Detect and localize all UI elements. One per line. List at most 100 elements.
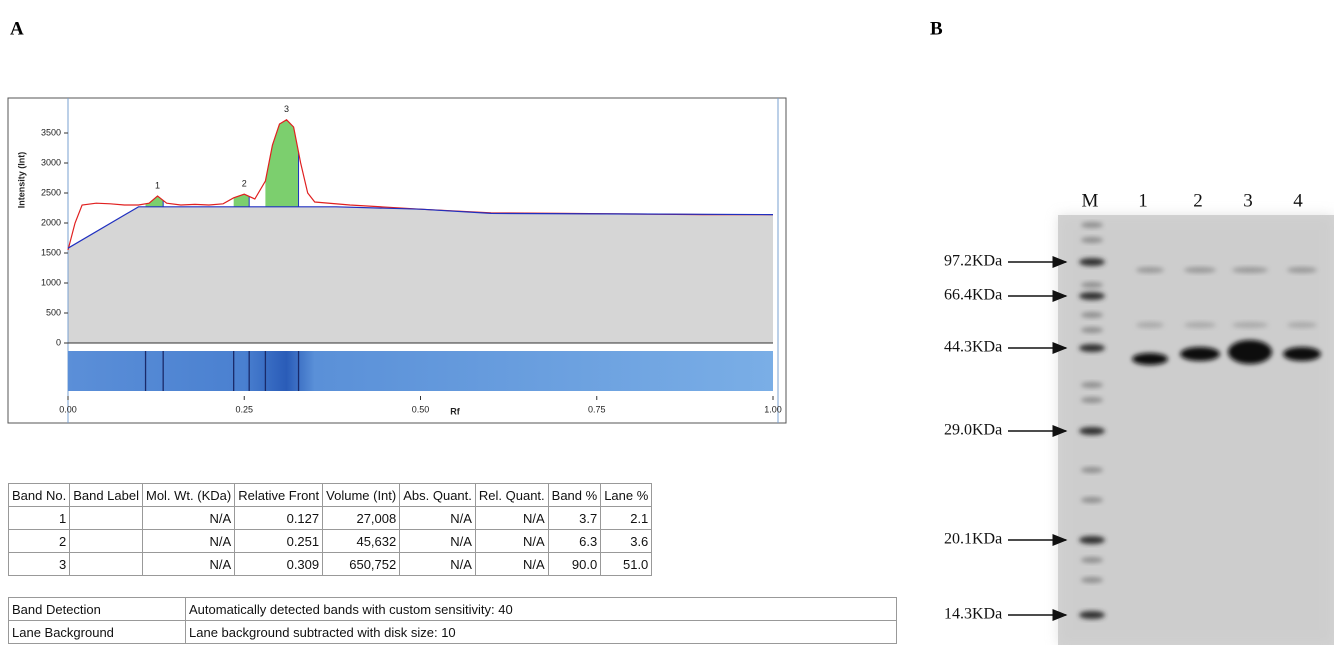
protein-band: [1228, 340, 1272, 364]
peak-area: [145, 196, 164, 207]
cell: 3.7: [547, 506, 602, 530]
protein-band: [1283, 347, 1321, 361]
background-area: [68, 206, 773, 343]
header-cell: Relative Front: [234, 483, 324, 507]
ladder-smear: [1081, 282, 1103, 288]
faint-band: [1287, 267, 1317, 273]
faint-band: [1232, 267, 1268, 273]
cell: Band Detection: [8, 597, 186, 621]
cell: N/A: [399, 552, 476, 576]
cell: 3: [7, 552, 71, 576]
cell: N/A: [399, 506, 476, 530]
marker-label: 44.3KDa: [944, 339, 1002, 356]
cell: N/A: [141, 529, 236, 553]
ladder-smear: [1081, 557, 1103, 563]
lane-label: M: [1082, 190, 1099, 211]
cell: [69, 552, 143, 576]
faint-band: [1136, 322, 1164, 328]
y-tick-label: 1500: [41, 247, 61, 257]
x-tick-label: 0.75: [588, 404, 606, 414]
settings-table: Band Detection Automatically detected ban…: [8, 597, 897, 644]
peak-label: 2: [242, 179, 247, 189]
peak-area: [233, 194, 250, 207]
faint-band: [1184, 322, 1216, 328]
row: 2 N/A 0.251 45,632 N/A N/A 6.3 3.6: [7, 529, 653, 553]
ladder-smear: [1081, 312, 1103, 318]
x-tick-label: 0.25: [235, 404, 253, 414]
cell: N/A: [474, 552, 549, 576]
header-cell: Band Label: [69, 483, 143, 507]
marker-label: 20.1KDa: [944, 531, 1002, 548]
ladder-smear: [1081, 382, 1103, 388]
y-tick-label: 2500: [41, 187, 61, 197]
x-tick-label: 0.50: [412, 404, 430, 414]
lane-strip: [68, 351, 773, 391]
y-tick-label: 500: [46, 307, 61, 317]
cell: Lane Background: [8, 620, 186, 644]
cell: 3.6: [600, 529, 653, 553]
ladder-smear: [1081, 327, 1103, 333]
y-tick-label: 2000: [41, 217, 61, 227]
ladder-smear: [1081, 577, 1103, 583]
marker-label: 97.2KDa: [944, 253, 1002, 270]
ladder-band: [1079, 611, 1105, 619]
protein-band: [1180, 347, 1220, 361]
faint-band: [1136, 267, 1164, 273]
y-axis-label: Intensity (Int): [16, 152, 26, 209]
marker-label: 14.3KDa: [944, 606, 1002, 623]
row: Lane Background Lane background subtracte…: [8, 620, 897, 644]
cell: Automatically detected bands with custom…: [185, 597, 897, 621]
cell: Lane background subtracted with disk siz…: [185, 620, 897, 644]
band-table: Band No. Band Label Mol. Wt. (KDa) Relative…: [7, 483, 653, 576]
ladder-smear: [1081, 397, 1103, 403]
cell: N/A: [141, 552, 236, 576]
lane-label: 3: [1243, 190, 1253, 211]
cell: [69, 529, 143, 553]
cell: 1: [7, 506, 71, 530]
x-tick-label: 0.00: [59, 404, 77, 414]
header-cell: Mol. Wt. (KDa): [141, 483, 236, 507]
marker-label: 66.4KDa: [944, 287, 1002, 304]
row: 3 N/A 0.309 650,752 N/A N/A 90.0 51.0: [7, 552, 653, 576]
profile-line: [67, 206, 774, 249]
y-tick-label: 3500: [41, 127, 61, 137]
ladder-band: [1079, 292, 1105, 300]
cell: N/A: [399, 529, 476, 553]
ladder-smear: [1081, 467, 1103, 473]
cell: 2: [7, 529, 71, 553]
ladder-band: [1079, 427, 1105, 435]
panel-label: A: [10, 18, 24, 39]
lane-label: 4: [1293, 190, 1303, 211]
ladder-band: [1079, 536, 1105, 544]
cell: 45,632: [322, 529, 401, 553]
y-tick-label: 3000: [41, 157, 61, 167]
faint-band: [1232, 322, 1268, 328]
header-cell: Abs. Quant.: [399, 483, 476, 507]
peak-label: 1: [155, 180, 160, 190]
row: Band Detection Automatically detected ban…: [8, 597, 897, 621]
marker-label: 29.0KDa: [944, 422, 1002, 439]
gel: M 1 2 3 4 97.2KDa 66.4KDa 44.3KDa 29.0KDa 20.1KDa…: [944, 190, 1321, 623]
header-cell: Band %: [547, 483, 602, 507]
cell: 0.251: [234, 529, 324, 553]
chart: 0 500 1000 1500 2000 2500 3000 3500 Intensity (I…: [16, 98, 782, 423]
cell: N/A: [474, 506, 549, 530]
ladder-band: [1079, 344, 1105, 352]
cell: 2.1: [600, 506, 653, 530]
ladder-band: [1079, 258, 1105, 266]
protein-band: [1132, 353, 1168, 365]
cell: N/A: [141, 506, 236, 530]
ladder-smear: [1081, 237, 1103, 243]
header-cell: Volume (Int): [322, 483, 401, 507]
cell: 51.0: [600, 552, 653, 576]
cell: 27,008: [322, 506, 401, 530]
cell: 650,752: [322, 552, 401, 576]
x-tick-label: 1.00: [764, 404, 782, 414]
header-cell: Lane %: [600, 483, 653, 507]
cell: 6.3: [547, 529, 602, 553]
row: 1 N/A 0.127 27,008 N/A N/A 3.7 2.1: [7, 506, 653, 530]
ladder-smear: [1081, 497, 1103, 503]
y-tick-label: 1000: [41, 277, 61, 287]
